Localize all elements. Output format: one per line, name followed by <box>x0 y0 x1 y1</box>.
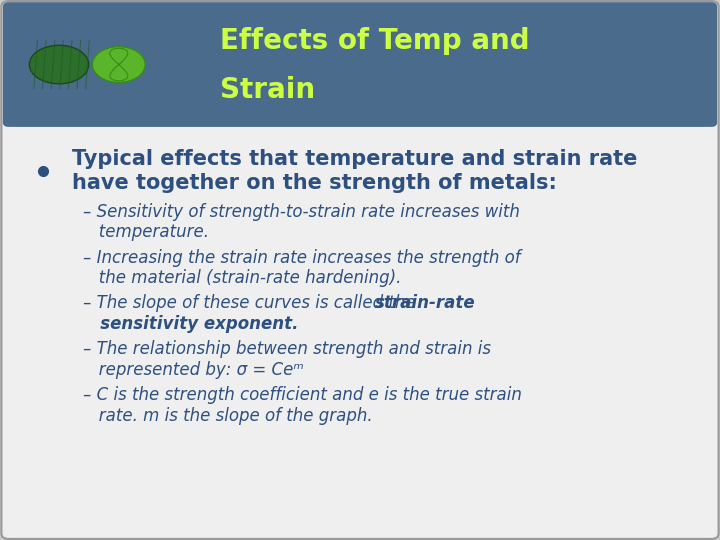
Text: – The slope of these curves is called the: – The slope of these curves is called th… <box>83 294 420 313</box>
Text: Typical effects that temperature and strain rate: Typical effects that temperature and str… <box>72 149 637 170</box>
Text: rate. m is the slope of the graph.: rate. m is the slope of the graph. <box>83 407 372 425</box>
Text: Effects of Temp and: Effects of Temp and <box>220 28 529 55</box>
Text: temperature.: temperature. <box>83 223 209 241</box>
Text: – Increasing the strain rate increases the strength of: – Increasing the strain rate increases t… <box>83 248 521 267</box>
Ellipse shape <box>92 46 145 83</box>
Text: Strain: Strain <box>220 76 315 104</box>
Text: – Sensitivity of strength-to-strain rate increases with: – Sensitivity of strength-to-strain rate… <box>83 202 520 221</box>
Text: sensitivity exponent.: sensitivity exponent. <box>83 315 298 333</box>
Ellipse shape <box>30 45 89 84</box>
Bar <box>9 6 711 123</box>
Text: have together on the strength of metals:: have together on the strength of metals: <box>72 173 557 193</box>
Text: strain-rate: strain-rate <box>375 294 476 313</box>
Text: the material (strain-rate hardening).: the material (strain-rate hardening). <box>83 269 401 287</box>
FancyBboxPatch shape <box>3 2 717 127</box>
Text: – C is the strength coefficient and e is the true strain: – C is the strength coefficient and e is… <box>83 386 522 404</box>
Text: – The relationship between strength and strain is: – The relationship between strength and … <box>83 340 491 359</box>
Text: represented by: σ = Ceᵐ: represented by: σ = Ceᵐ <box>83 361 304 379</box>
